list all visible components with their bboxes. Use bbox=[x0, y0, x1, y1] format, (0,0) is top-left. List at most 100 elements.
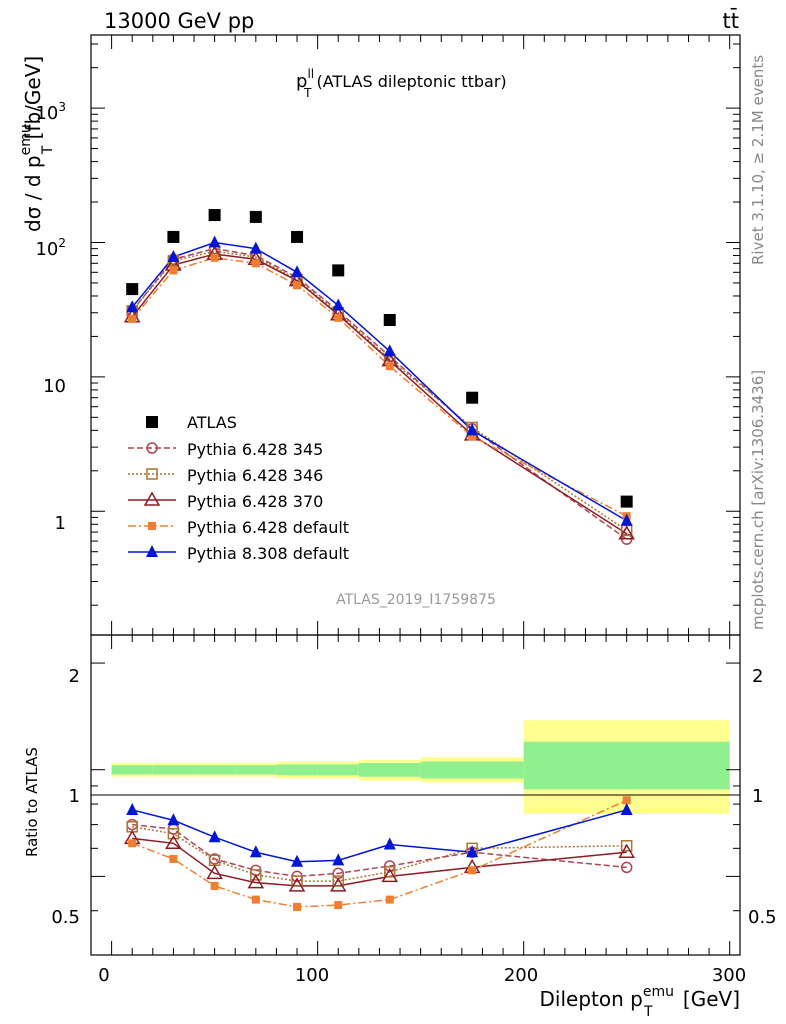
ratio-point-series-4 bbox=[251, 895, 260, 904]
ratio-point-series-5 bbox=[208, 830, 221, 843]
main-ytick-label-10: 10 bbox=[43, 376, 66, 397]
ratio-line-series-1 bbox=[132, 823, 627, 878]
main-point-series-0 bbox=[208, 209, 221, 222]
main-point-series-5 bbox=[126, 300, 139, 313]
ratio-point-series-2 bbox=[383, 866, 396, 878]
main-point-series-4 bbox=[334, 313, 343, 322]
ratio-line-series-5 bbox=[132, 809, 627, 863]
main-point-series-0 bbox=[126, 283, 139, 296]
ratio-point-series-2 bbox=[620, 840, 633, 852]
ratio-line-series-3 bbox=[132, 837, 627, 887]
ratio-point-series-3 bbox=[381, 867, 399, 883]
ratio-series-markers bbox=[123, 796, 635, 911]
main-point-series-5 bbox=[208, 235, 221, 248]
ratio-y-ticks bbox=[91, 662, 740, 956]
ratio-point-series-2 bbox=[332, 875, 344, 887]
main-point-series-4 bbox=[293, 281, 302, 290]
xtick-label-200: 200 bbox=[504, 965, 538, 986]
main-point-series-0 bbox=[167, 230, 180, 243]
legend-label-p8-default: Pythia 8.308 default bbox=[187, 544, 349, 563]
ratio-ytick-label-2-left: 2 bbox=[69, 666, 80, 687]
legend-label-p6-370: Pythia 6.428 370 bbox=[187, 492, 323, 511]
ratio-band-inner bbox=[317, 764, 359, 776]
ratio-point-series-1 bbox=[620, 861, 633, 874]
ratio-point-series-5 bbox=[291, 854, 304, 867]
xtick-label-0: 0 bbox=[98, 965, 109, 986]
ratio-ytick-label-1-right: 1 bbox=[752, 786, 763, 807]
main-plot-title: pll T (ATLAS dileptonic ttbar) bbox=[296, 67, 507, 100]
main-point-series-4 bbox=[468, 432, 477, 441]
ratio-ytick-label-0-5-left: 0.5 bbox=[51, 907, 80, 928]
ratio-point-series-5 bbox=[383, 837, 396, 850]
ratio-point-series-5 bbox=[332, 853, 345, 866]
main-point-series-4 bbox=[210, 253, 219, 262]
ratio-point-series-3 bbox=[618, 843, 635, 858]
legend-marker-series-3 bbox=[143, 491, 161, 506]
ratio-band-inner bbox=[194, 765, 236, 775]
main-point-series-4 bbox=[169, 266, 178, 275]
main-point-series-5 bbox=[291, 265, 304, 278]
main-point-series-4 bbox=[128, 314, 137, 323]
main-point-series-0 bbox=[466, 391, 479, 404]
ratio-ytick-label-2-right: 2 bbox=[752, 666, 763, 687]
x-axis-label: Dilepton pemu T [GeV] bbox=[540, 984, 740, 1020]
ratio-point-series-4 bbox=[385, 895, 394, 904]
ratio-band-inner bbox=[358, 762, 421, 777]
main-point-series-0 bbox=[332, 264, 345, 277]
main-point-series-3 bbox=[618, 525, 635, 540]
ratio-uncertainty-bands bbox=[111, 720, 730, 814]
main-point-series-5 bbox=[383, 344, 396, 357]
header-right: tt̄ bbox=[723, 8, 739, 33]
ratio-band-inner bbox=[523, 741, 730, 790]
analysis-id: ATLAS_2019_I1759875 bbox=[336, 592, 496, 608]
ratio-point-series-3 bbox=[206, 864, 223, 880]
ratio-series-lines bbox=[131, 799, 627, 908]
main-point-series-5 bbox=[466, 423, 479, 436]
ratio-point-series-4 bbox=[622, 796, 631, 805]
legend-keys bbox=[128, 416, 176, 557]
main-plot: 1 10 102 103 pll T (ATLAS dileptonic ttba… bbox=[18, 34, 741, 636]
legend-label-p6-346: Pythia 6.428 346 bbox=[187, 466, 323, 485]
ratio-point-series-5 bbox=[249, 845, 262, 858]
main-point-series-4 bbox=[251, 259, 260, 268]
legend-marker-series-5 bbox=[146, 545, 158, 557]
ratio-x-ticks bbox=[111, 635, 731, 955]
ratio-band-inner bbox=[111, 765, 153, 775]
ratio-plot-frame bbox=[90, 634, 741, 956]
main-point-series-0 bbox=[383, 314, 396, 327]
ratio-point-series-3 bbox=[288, 877, 306, 892]
ratio-point-series-4 bbox=[468, 866, 477, 875]
legend-marker-series-2 bbox=[146, 468, 158, 480]
ratio-point-series-5 bbox=[126, 802, 139, 815]
mcplots-label: mcplots.cern.ch [arXiv:1306.3436] bbox=[749, 370, 767, 630]
ratio-point-series-5 bbox=[620, 802, 633, 815]
main-point-series-5 bbox=[249, 241, 262, 254]
ratio-ytick-label-0-5-right: 0.5 bbox=[748, 907, 777, 928]
main-point-series-0 bbox=[620, 495, 633, 508]
main-point-series-4 bbox=[385, 362, 394, 371]
ratio-point-series-2 bbox=[250, 869, 262, 881]
legend-marker-series-4 bbox=[148, 522, 156, 530]
ratio-point-series-4 bbox=[128, 839, 137, 848]
header-left: 13000 GeV pp bbox=[104, 9, 254, 33]
ratio-ylabel: Ratio to ATLAS bbox=[23, 747, 41, 857]
legend-label-atlas: ATLAS bbox=[187, 413, 237, 432]
main-point-series-5 bbox=[167, 249, 180, 262]
main-x-ticks bbox=[111, 35, 731, 635]
ratio-ytick-label-1-left: 1 bbox=[69, 786, 80, 807]
ratio-band-inner bbox=[235, 765, 277, 775]
ratio-point-series-3 bbox=[165, 834, 182, 850]
ratio-point-series-2 bbox=[167, 827, 180, 840]
ratio-band-inner bbox=[152, 765, 195, 775]
legend-marker-series-0 bbox=[146, 416, 158, 428]
main-line-series-3 bbox=[131, 253, 628, 535]
main-series-markers bbox=[123, 209, 635, 545]
xtick-label-100: 100 bbox=[295, 965, 329, 986]
main-ytick-label-1000: 103 bbox=[35, 100, 66, 124]
legend: ATLAS Pythia 6.428 345 Pythia 6.428 346 … bbox=[128, 413, 349, 563]
ratio-point-series-1 bbox=[383, 860, 396, 872]
legend-label-p6-default: Pythia 6.428 default bbox=[187, 518, 349, 537]
ratio-point-series-3 bbox=[329, 877, 347, 892]
ratio-point-series-2 bbox=[291, 875, 303, 887]
ratio-line-series-2 bbox=[132, 826, 627, 882]
